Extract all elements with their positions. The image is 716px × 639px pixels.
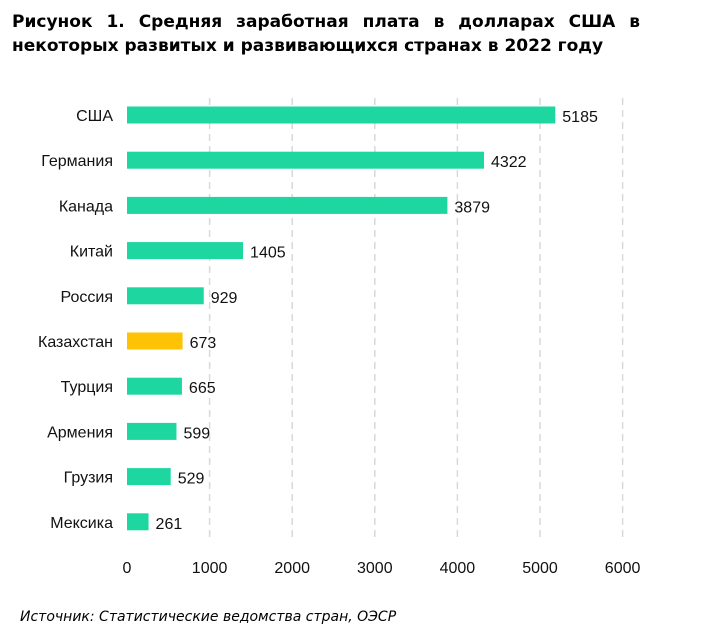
- category-label: Армения: [47, 424, 113, 441]
- value-label: 599: [183, 425, 210, 442]
- x-tick-label: 6000: [605, 560, 641, 577]
- bar: [127, 151, 484, 169]
- value-label: 665: [189, 380, 216, 397]
- bar: [127, 287, 204, 305]
- x-tick-label: 4000: [440, 560, 476, 577]
- value-label: 673: [190, 335, 217, 352]
- category-label: Германия: [41, 153, 113, 170]
- category-label: Китай: [70, 244, 113, 261]
- x-tick-label: 3000: [357, 560, 393, 577]
- bar: [127, 513, 149, 531]
- value-label: 5185: [562, 109, 598, 126]
- category-label: Казахстан: [38, 334, 113, 351]
- bar: [127, 377, 182, 395]
- value-label: 1405: [250, 245, 286, 262]
- value-labels: 5185 4322 3879 1405 929 673 665 599 529 261: [156, 109, 598, 533]
- category-label: США: [76, 108, 113, 125]
- category-label: Турция: [61, 379, 113, 396]
- value-label: 929: [211, 290, 238, 307]
- value-label: 4322: [491, 154, 527, 171]
- x-tick-label: 1000: [192, 560, 228, 577]
- bar: [127, 242, 244, 260]
- bars: [127, 106, 556, 531]
- bar: [127, 196, 448, 214]
- category-label: Россия: [61, 289, 113, 306]
- category-label: Грузия: [64, 470, 113, 487]
- value-label: 529: [178, 471, 205, 488]
- x-tick-label: 0: [123, 560, 132, 577]
- category-label: Канада: [59, 198, 113, 215]
- value-label: 261: [156, 516, 183, 533]
- bar: [127, 332, 183, 350]
- category-label: Мексика: [50, 515, 113, 532]
- bar: [127, 468, 171, 486]
- gridlines: [208, 98, 624, 540]
- value-label: 3879: [454, 199, 490, 216]
- bar-chart: США Германия Канада Китай Россия Казахстан Тур…: [38, 98, 641, 577]
- x-tick-label: 5000: [522, 560, 558, 577]
- source-note: Источник: Статистические ведомства стран…: [20, 609, 397, 625]
- chart-title: Рисунок 1. Средняя заработная плата в до…: [12, 12, 640, 56]
- bar: [127, 106, 556, 124]
- bar: [127, 422, 177, 440]
- category-labels: США Германия Канада Китай Россия Казахстан Тур…: [38, 108, 113, 532]
- x-axis-ticks: 0 1000 2000 3000 4000 5000 6000: [123, 560, 641, 577]
- x-tick-label: 2000: [274, 560, 310, 577]
